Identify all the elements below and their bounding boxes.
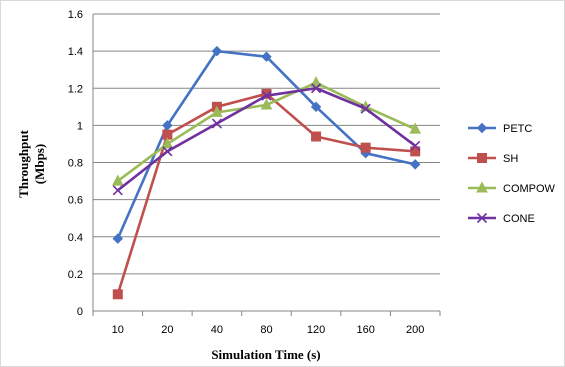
y-tick-label: 1.6 xyxy=(68,9,83,21)
legend-marker-petc xyxy=(476,122,488,134)
x-tick-label: 200 xyxy=(406,324,424,336)
y-axis-title-line1: Throughput xyxy=(16,129,31,197)
marker-stroke xyxy=(112,185,123,196)
data-point-cone xyxy=(410,140,421,151)
data-point-cone xyxy=(261,90,272,101)
marker-stroke xyxy=(476,212,488,224)
data-point-compow xyxy=(211,105,223,117)
data-point-petc xyxy=(410,159,421,170)
marker-stroke xyxy=(311,83,322,94)
legend-marker-sh xyxy=(477,153,487,163)
marker-stroke xyxy=(261,90,272,101)
data-point-petc xyxy=(211,45,223,57)
data-point-cone xyxy=(211,118,222,129)
x-tick-label: 80 xyxy=(260,324,272,336)
legend-label-compow: COMPOW xyxy=(503,183,556,195)
legend-label-sh: SH xyxy=(503,153,518,165)
data-point-compow xyxy=(260,98,273,110)
axes: 0 0.2 0.4 0.6 0.8 1 1.2 1.4 1.6 10 20 40 80 120 160 200 xyxy=(68,9,441,336)
legend-marker-compow xyxy=(476,181,488,193)
data-point-compow xyxy=(161,137,174,149)
data-point-cone xyxy=(360,103,371,114)
x-tick-label: 10 xyxy=(112,324,124,336)
legend: PETC SH COMPOW CONE xyxy=(468,122,556,225)
data-point-cone xyxy=(311,83,322,94)
y-tick-label: 1 xyxy=(77,120,83,132)
y-tick-label: 1.2 xyxy=(68,83,83,95)
marker-stroke xyxy=(211,118,222,129)
data-point-sh xyxy=(311,131,322,142)
x-tick-label: 120 xyxy=(307,324,325,336)
x-axis-title: Simulation Time (s) xyxy=(211,347,320,362)
y-tick-label: 0.4 xyxy=(68,232,83,244)
y-tick-label: 0 xyxy=(77,306,83,318)
data-point-compow xyxy=(409,122,422,134)
data-point-petc xyxy=(310,101,322,113)
y-tick-label: 0.6 xyxy=(68,195,83,207)
legend-label-cone: CONE xyxy=(503,213,535,225)
x-tick-label: 20 xyxy=(161,324,173,336)
data-point-petc xyxy=(112,233,123,244)
data-point-compow xyxy=(310,76,322,88)
series-lines xyxy=(111,45,422,300)
y-axis-title-line2: (Mbps) xyxy=(32,144,47,184)
data-point-compow xyxy=(111,174,124,186)
data-point-sh xyxy=(360,142,371,153)
marker-stroke xyxy=(162,146,173,157)
data-point-cone xyxy=(162,146,173,157)
data-point-sh xyxy=(112,289,123,300)
x-tick-label: 40 xyxy=(211,324,223,336)
marker-stroke xyxy=(410,140,421,151)
marker-stroke xyxy=(360,103,371,114)
x-tick-label: 160 xyxy=(356,324,374,336)
y-tick-label: 1.4 xyxy=(68,46,83,58)
data-point-cone xyxy=(112,185,123,196)
legend-label-petc: PETC xyxy=(503,123,532,135)
data-point-petc xyxy=(261,51,272,62)
y-tick-label: 0.2 xyxy=(68,269,83,281)
y-tick-label: 0.8 xyxy=(68,158,83,170)
legend-marker-cone xyxy=(476,212,488,224)
